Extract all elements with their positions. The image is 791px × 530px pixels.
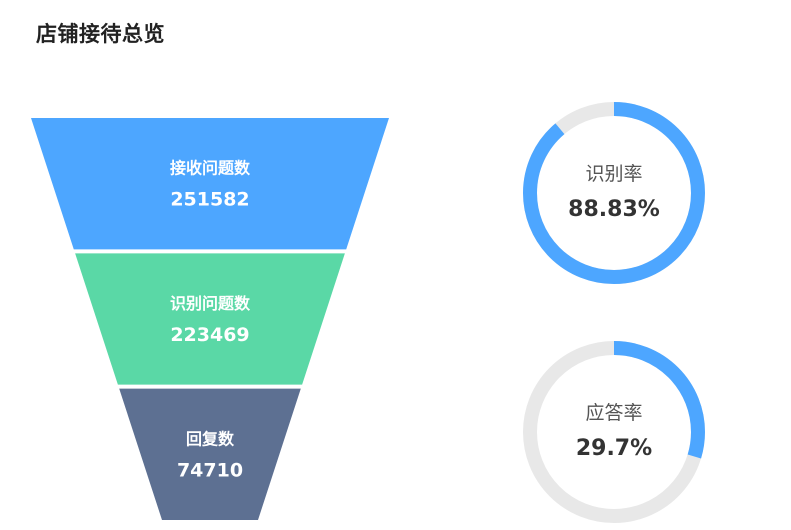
funnel-stage-recognized — [75, 253, 345, 385]
funnel-stage-value: 223469 — [170, 324, 249, 346]
gauge-progress-arc — [523, 341, 705, 523]
funnel-chart: 接收问题数 251582 识别问题数 223469 回复数 74710 — [31, 118, 389, 520]
funnel-stage-replied — [119, 388, 301, 520]
funnel-stage-value: 74710 — [177, 459, 243, 481]
funnel-stage-label: 识别问题数 — [170, 294, 251, 313]
response-rate-ring — [523, 341, 705, 523]
funnel-stage-received — [31, 118, 389, 250]
gauge-label: 识别率 — [585, 163, 643, 185]
page-title: 店铺接待总览 — [36, 22, 165, 46]
gauge-value: 29.7% — [575, 436, 653, 461]
funnel-stage-value: 251582 — [170, 189, 249, 211]
gauge-value: 88.83% — [568, 197, 660, 222]
response-rate-gauge: 应答率 29.7% — [522, 340, 706, 524]
funnel-stage-label: 接收问题数 — [170, 159, 251, 178]
recognition-rate-ring — [523, 102, 705, 284]
recognition-rate-gauge: 识别率 88.83% — [522, 101, 706, 285]
gauge-progress-arc — [523, 102, 705, 284]
gauge-label: 应答率 — [585, 402, 643, 424]
funnel-stage-label: 回复数 — [186, 429, 235, 448]
